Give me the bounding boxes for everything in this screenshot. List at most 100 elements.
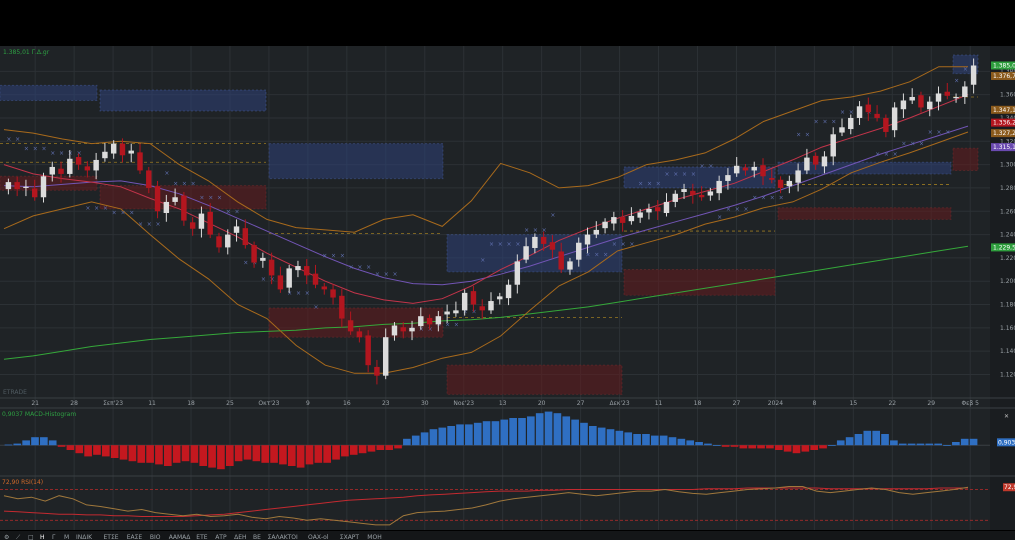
supply-zone [777, 207, 952, 220]
sar-mark: × [489, 241, 494, 248]
candle-up [637, 212, 643, 218]
macd-bar [296, 445, 305, 468]
macd-bar [916, 443, 925, 446]
toolbar-item[interactable]: ⟋ [16, 534, 21, 540]
sar-mark: × [331, 253, 336, 260]
candle-down [181, 195, 187, 221]
candle-up [611, 217, 617, 224]
toolbar-item[interactable]: ΑΤΡ [215, 534, 227, 540]
candle-up [453, 310, 459, 314]
macd-bar [456, 424, 464, 446]
candle-down [277, 275, 284, 290]
sar-mark: × [656, 180, 661, 187]
macd-bar [208, 445, 216, 468]
sar-mark: × [647, 180, 652, 187]
sar-mark: × [445, 321, 450, 328]
macd-bar [102, 445, 110, 457]
sar-mark: × [85, 205, 90, 212]
macd-bar [845, 437, 854, 446]
candle-down [347, 320, 354, 332]
sar-mark: × [296, 290, 301, 297]
candle-up [110, 143, 117, 154]
macd-bar [482, 421, 491, 446]
toolbar-item[interactable]: ⚙ [4, 534, 9, 540]
rsi-value-text: 72,90 [1004, 484, 1015, 491]
toolbar-item[interactable]: ΕΤΣΕ [104, 534, 119, 540]
sar-mark: × [471, 309, 476, 316]
macd-bar [810, 445, 819, 450]
toolbar-item[interactable]: □ [28, 534, 34, 540]
toolbar-item[interactable]: ΕΤΕ [196, 534, 207, 540]
candle-up [418, 316, 424, 327]
candle-down [321, 286, 327, 290]
macd-bar [119, 445, 128, 460]
candle-up [584, 234, 591, 245]
supply-zone [446, 364, 623, 395]
toolbar-item[interactable]: M [64, 534, 69, 540]
sar-mark: × [726, 206, 731, 213]
macd-close-icon[interactable]: ✕ [1004, 413, 1009, 420]
candle-up [804, 157, 810, 171]
toolbar-item[interactable]: ΣΧΑΡΤ [340, 534, 360, 540]
candle-up [646, 208, 652, 213]
bottom-toolbar[interactable]: ⚙ ⟋ □ H Γ M ΙΝΔΙΚ ΕΤΣΕ ΕΑΣΕ ΒΙΟ ΑΑΜΑΔ ΕΤΕ ΑΤΡ ΔΕΗ ΒΕ ΣΑ… [0, 531, 1015, 540]
x-tick-label: 23 [382, 400, 390, 407]
macd-bar [314, 445, 323, 463]
x-tick-label: Φεβ 5 [961, 400, 979, 407]
sar-mark: × [384, 271, 389, 278]
y-tick-label: 1.280 [1000, 185, 1015, 192]
macd-bar [695, 442, 703, 446]
price-tag-text: 1.385,01 [993, 62, 1015, 69]
sar-mark: × [112, 209, 117, 216]
sar-mark: × [77, 150, 82, 157]
macd-bar [766, 445, 774, 449]
sar-mark: × [480, 257, 485, 264]
toolbar-item[interactable]: ΑΑΜΑΔ [169, 534, 191, 540]
sar-mark: × [199, 194, 204, 201]
rsi-pane: 72,90 [0, 483, 1015, 526]
toolbar-item[interactable]: H [40, 534, 45, 540]
rsi-label: 72,90 RSI(14) [2, 479, 43, 486]
sar-mark: × [6, 136, 11, 143]
toolbar-item[interactable]: ΕΑΣΕ [127, 534, 143, 540]
macd-bar [465, 424, 473, 446]
candle-up [5, 182, 12, 190]
macd-bar [4, 444, 13, 446]
candle-down [690, 190, 696, 195]
macd-bar [527, 416, 535, 446]
x-tick-label: 8 [812, 400, 816, 407]
toolbar-item[interactable]: ΙΝΔΙΚ [76, 534, 93, 540]
toolbar-item[interactable]: ΣΑΛΑΚΤΟΙ [268, 534, 298, 540]
sar-mark: × [498, 241, 503, 248]
macd-bar [500, 419, 509, 446]
toolbar-item[interactable]: ΟΑΧ-ol [308, 534, 329, 540]
candle-down [698, 194, 705, 198]
candle-down [251, 245, 257, 263]
macd-bar [792, 445, 801, 454]
price-tag-text: 1.376,7 [993, 73, 1015, 80]
macd-bar [553, 413, 562, 446]
sar-mark: × [507, 241, 512, 248]
sar-mark: × [129, 209, 134, 216]
candle-down [207, 211, 213, 235]
toolbar-item[interactable]: ΜΟΗ [367, 534, 381, 540]
toolbar-item[interactable]: ΔΕΗ [234, 534, 246, 540]
supply-zone [268, 307, 444, 338]
toolbar-item[interactable]: ΒΙΟ [150, 534, 161, 540]
sar-mark: × [270, 276, 275, 283]
sar-mark: × [217, 194, 222, 201]
sar-mark: × [691, 171, 696, 178]
price-tag-text: 1.327,2 [993, 130, 1015, 137]
macd-bar [305, 445, 314, 465]
toolbar-item[interactable]: ΒΕ [253, 534, 261, 540]
candle-down [558, 251, 564, 270]
macd-bar [403, 438, 411, 446]
macd-bar [907, 443, 916, 446]
price-tag [991, 143, 1015, 152]
toolbar-item[interactable]: Γ [52, 534, 56, 540]
candle-down [312, 273, 319, 285]
candle-up [663, 201, 670, 214]
macd-bar [199, 445, 208, 466]
